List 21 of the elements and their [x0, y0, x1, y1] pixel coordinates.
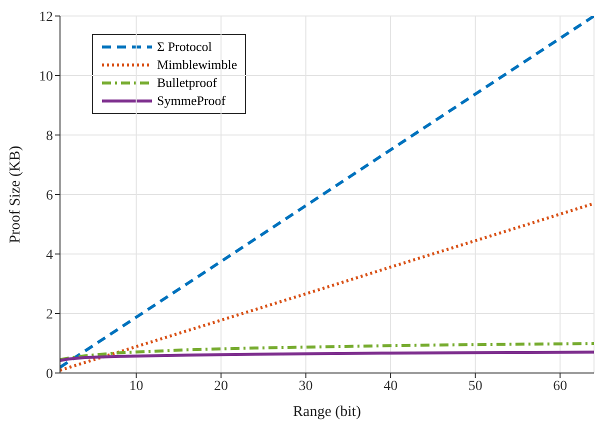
- legend-label: Σ Protocol: [157, 39, 212, 55]
- y-tick-label: 2: [46, 307, 53, 322]
- legend-label: Bulletproof: [157, 75, 217, 91]
- y-tick-label: 0: [46, 366, 53, 382]
- y-tick-label: 12: [39, 10, 53, 25]
- legend-label: Mimblewimble: [157, 57, 238, 73]
- y-tick-label: 10: [39, 69, 53, 84]
- x-tick-label: 60: [553, 378, 568, 394]
- x-tick-label: 10: [129, 378, 144, 394]
- y-tick-label: 8: [46, 128, 53, 144]
- legend-label: SymmeProof: [157, 93, 226, 109]
- y-axis-title: Proof Size (KB): [7, 146, 24, 244]
- x-tick-label: 40: [384, 378, 398, 394]
- x-axis-title: Range (bit): [293, 404, 361, 420]
- y-tick-label: 4: [46, 248, 53, 263]
- line-series: [60, 342, 594, 362]
- y-tick-label: 6: [46, 188, 53, 204]
- x-tick-label: 50: [468, 378, 482, 394]
- x-tick-label: 30: [298, 378, 313, 394]
- line-series: [60, 350, 594, 362]
- x-tick-label: 20: [214, 378, 228, 394]
